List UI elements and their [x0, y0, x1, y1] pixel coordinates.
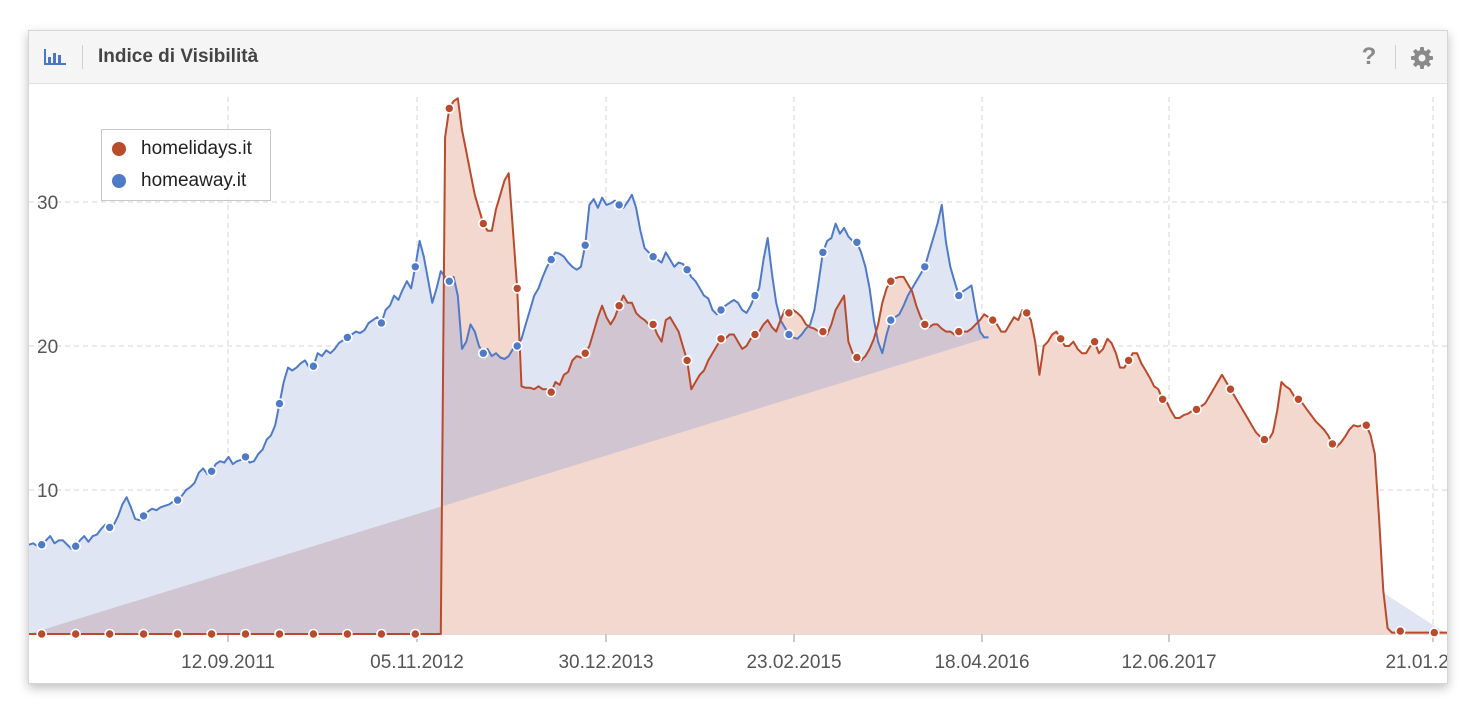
homeaway-point: [206, 465, 217, 477]
header-divider-right: [1395, 45, 1396, 69]
homelidays-point: [1429, 627, 1440, 638]
homeaway-point: [376, 317, 387, 329]
legend-marker-homelidays: [112, 142, 126, 156]
overlap-area: [29, 276, 989, 634]
homelidays-point: [1089, 336, 1100, 348]
homeaway-line: [29, 193, 989, 550]
homelidays-point: [1293, 393, 1304, 405]
header-divider: [82, 45, 83, 69]
widget-title: Indice di Visibilità: [98, 46, 259, 67]
homelidays-point: [36, 628, 47, 640]
homeaway-point: [817, 247, 829, 258]
x-tick-label: 21.01.2019: [1385, 652, 1447, 673]
homelidays-point: [783, 307, 795, 319]
homelidays-point: [342, 628, 353, 640]
homeaway-point: [885, 314, 897, 326]
visibility-widget: Indice di Visibilità ? 12.09.2011 05.11.2…: [28, 30, 1448, 684]
legend-marker-homeaway: [112, 174, 126, 188]
homelidays-point: [851, 352, 863, 363]
homelidays-point: [70, 628, 82, 640]
visibility-chart: 12.09.2011 05.11.2012 30.12.2013 23.02.2015…: [29, 97, 1447, 673]
homeaway-point: [308, 360, 319, 372]
homelidays-point: [1395, 625, 1406, 637]
homeaway-point: [783, 329, 795, 340]
homeaway-point: [138, 510, 149, 522]
y-tick-label: 10: [37, 481, 58, 502]
homelidays-point: [138, 628, 149, 640]
homelidays-point: [274, 628, 285, 640]
homelidays-point: [1225, 383, 1236, 395]
homeaway-point: [953, 290, 965, 301]
homelidays-point: [443, 103, 455, 114]
x-tick-label: 12.06.2017: [1121, 652, 1216, 673]
homeaway-point: [274, 398, 285, 409]
homelidays-point: [1259, 434, 1270, 445]
homeaway-point: [240, 451, 251, 463]
widget-header: Indice di Visibilità ?: [29, 31, 1447, 84]
homelidays-point: [1191, 404, 1202, 415]
homelidays-point: [409, 628, 421, 640]
homelidays-point: [613, 300, 625, 312]
homelidays-point: [1021, 307, 1033, 319]
homeaway-point: [172, 494, 183, 506]
homelidays-point: [715, 333, 727, 345]
homelidays-point: [1123, 355, 1134, 366]
homelidays-point: [172, 628, 183, 640]
homelidays-point: [240, 628, 251, 640]
homeaway-point: [342, 332, 353, 343]
homelidays-point: [919, 319, 931, 330]
homelidays-point: [1157, 393, 1168, 405]
homeaway-point: [613, 199, 625, 211]
homeaway-point: [681, 264, 693, 275]
homelidays-point: [308, 628, 319, 640]
x-tick-label: 12.09.2011: [181, 652, 275, 673]
legend-item-homelidays[interactable]: homelidays.it: [112, 138, 252, 160]
homeaway-point: [749, 290, 761, 301]
homelidays-point: [376, 628, 387, 640]
homeaway-point: [715, 304, 727, 316]
homelidays-point: [1361, 419, 1372, 431]
gear-icon[interactable]: [1410, 46, 1434, 70]
x-tick-label: 30.12.2013: [558, 652, 653, 673]
homelidays-point: [987, 314, 999, 326]
x-tick-label: 05.11.2012: [370, 652, 464, 673]
legend-label-homeaway: homeaway.it: [141, 170, 247, 191]
homelidays-point: [104, 628, 115, 640]
homeaway-point: [579, 239, 591, 251]
homelidays-point: [477, 218, 489, 229]
y-tick-label: 30: [37, 193, 58, 214]
bar-chart-icon[interactable]: [43, 47, 67, 67]
homelidays-point: [749, 329, 761, 340]
homelidays-point: [206, 628, 217, 640]
homeaway-point: [647, 251, 659, 262]
homeaway-point: [104, 522, 115, 533]
homelidays-point: [1327, 438, 1338, 450]
chart-legend: homelidays.it homeaway.it: [101, 129, 271, 201]
homelidays-point: [681, 355, 693, 366]
homelidays-line: [29, 97, 1447, 635]
x-tick-label: 18.04.2016: [934, 652, 1029, 673]
homeaway-point: [919, 261, 931, 273]
homelidays-point: [511, 283, 523, 294]
question-mark-icon[interactable]: ?: [1361, 43, 1377, 70]
homelidays-point: [817, 326, 829, 337]
homeaway-point: [851, 237, 863, 248]
homelidays-point: [545, 386, 557, 398]
homeaway-point: [409, 261, 421, 273]
homelidays-point: [1055, 333, 1066, 345]
homelidays-point: [885, 275, 897, 287]
homeaway-point: [477, 347, 489, 359]
homeaway-point: [36, 539, 47, 551]
homeaway-point: [511, 340, 523, 352]
legend-label-homelidays: homelidays.it: [141, 138, 252, 159]
homelidays-point: [647, 319, 659, 330]
homeaway-point: [443, 275, 455, 287]
legend-item-homeaway[interactable]: homeaway.it: [112, 170, 246, 192]
x-tick-label: 23.02.2015: [746, 652, 841, 673]
homelidays-point: [579, 347, 591, 359]
homelidays-point: [953, 326, 965, 337]
homeaway-point: [545, 254, 557, 265]
homeaway-point: [70, 540, 82, 552]
y-tick-label: 20: [37, 337, 58, 358]
